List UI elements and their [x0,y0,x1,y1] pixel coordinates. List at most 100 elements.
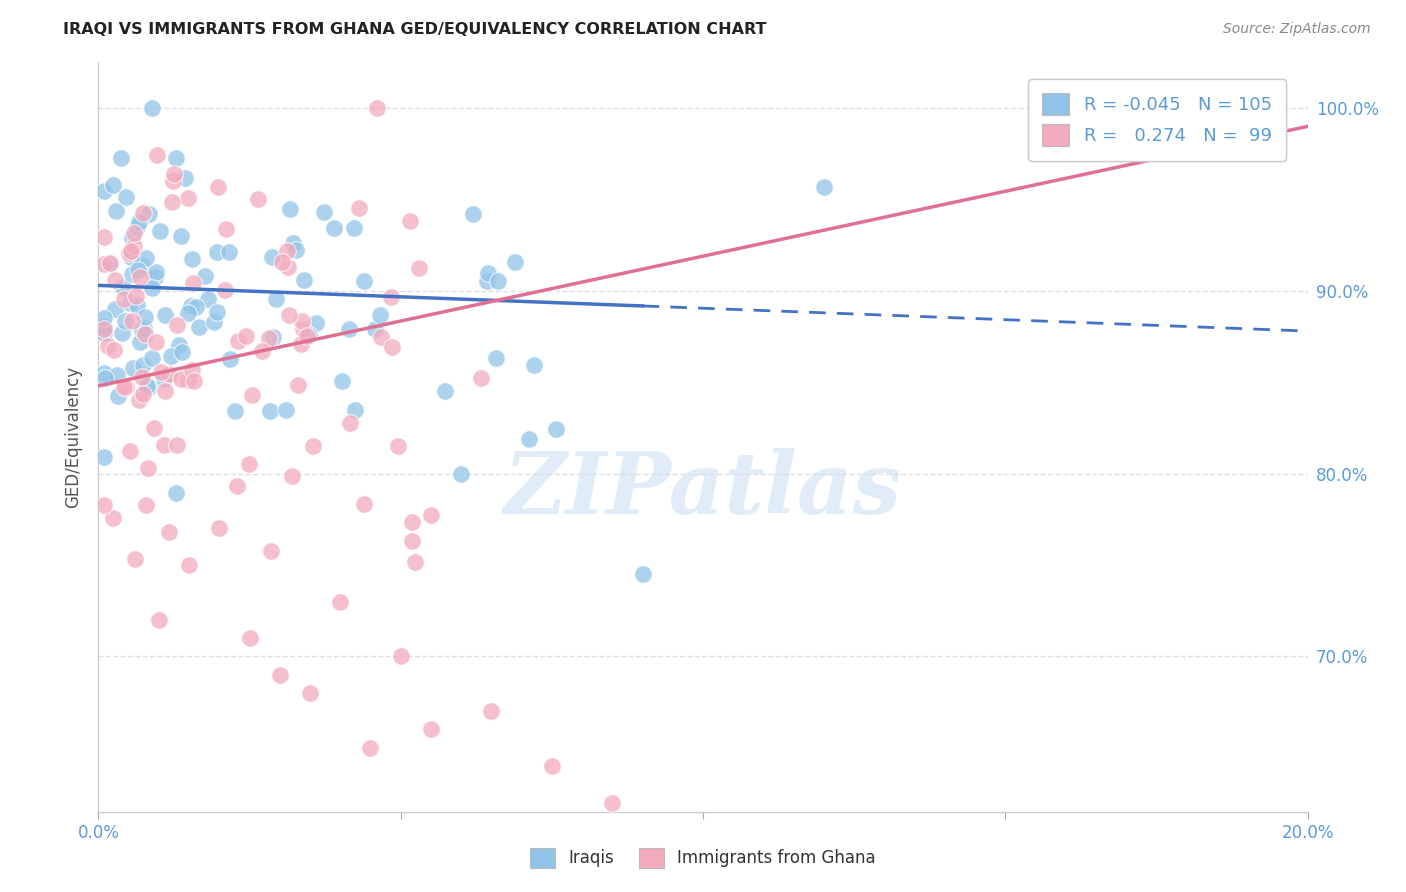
Point [145,335,167,350]
Point [214,283,236,297]
Point [129,270,152,285]
Point [450,467,472,481]
Point [353,497,375,511]
Point [470,371,492,385]
Point [360,740,382,755]
Point [129,335,152,350]
Point [153,308,176,322]
Point [128,215,150,229]
Point [93,366,115,380]
Point [104,203,127,218]
Point [181,363,204,377]
Point [118,246,141,260]
Point [162,174,184,188]
Point [197,292,219,306]
Point [180,299,202,313]
Point [93,326,115,341]
Point [93,311,115,326]
Point [235,329,257,343]
Point [134,251,156,265]
Point [181,277,204,291]
Point [353,274,375,288]
Point [112,379,135,393]
Point [114,314,136,328]
Point [97,257,120,271]
Legend: R = -0.045   N = 105, R =   0.274   N =  99: R = -0.045 N = 105, R = 0.274 N = 99 [1028,79,1286,161]
Point [1206,123,1229,137]
Point [162,195,184,210]
Point [125,219,148,234]
Point [107,368,129,383]
Point [271,255,294,269]
Point [246,192,269,206]
Point [163,167,186,181]
Point [214,222,236,236]
Point [149,224,172,238]
Point [98,256,121,270]
Point [226,479,249,493]
Point [475,274,498,288]
Point [124,227,146,241]
Point [208,521,231,535]
Legend: Iraqis, Immigrants from Ghana: Iraqis, Immigrants from Ghana [523,841,883,875]
Point [93,322,115,336]
Point [101,511,124,525]
Point [136,461,159,475]
Point [101,178,124,192]
Point [93,319,115,334]
Point [259,404,281,418]
Point [114,189,136,203]
Point [134,326,156,341]
Point [420,723,443,737]
Point [264,292,287,306]
Point [368,308,391,322]
Point [401,515,423,529]
Point [278,202,301,216]
Point [202,315,225,329]
Point [118,296,141,310]
Point [128,393,150,408]
Point [114,379,136,393]
Point [141,351,163,365]
Point [389,649,412,664]
Point [166,438,188,452]
Point [323,220,346,235]
Point [364,322,387,336]
Point [120,443,142,458]
Point [124,552,146,566]
Point [134,320,156,334]
Point [97,339,120,353]
Point [257,331,280,345]
Point [277,308,299,322]
Point [94,371,117,385]
Point [153,384,176,398]
Point [519,432,541,446]
Point [299,686,322,700]
Point [93,498,115,512]
Point [93,229,115,244]
Point [180,252,202,267]
Point [145,265,167,279]
Point [132,358,155,372]
Point [224,404,246,418]
Point [136,378,159,392]
Point [160,349,183,363]
Point [274,403,297,417]
Point [194,268,217,283]
Point [93,257,115,271]
Point [142,420,165,434]
Text: ZIPatlas: ZIPatlas [503,448,903,532]
Point [121,314,143,328]
Point [380,290,402,304]
Point [166,318,188,333]
Point [343,403,366,417]
Point [173,170,195,185]
Point [177,306,200,320]
Point [461,207,484,221]
Point [131,323,153,337]
Point [112,279,135,293]
Point [103,343,125,357]
Point [419,508,441,523]
Point [485,351,508,365]
Point [238,457,260,471]
